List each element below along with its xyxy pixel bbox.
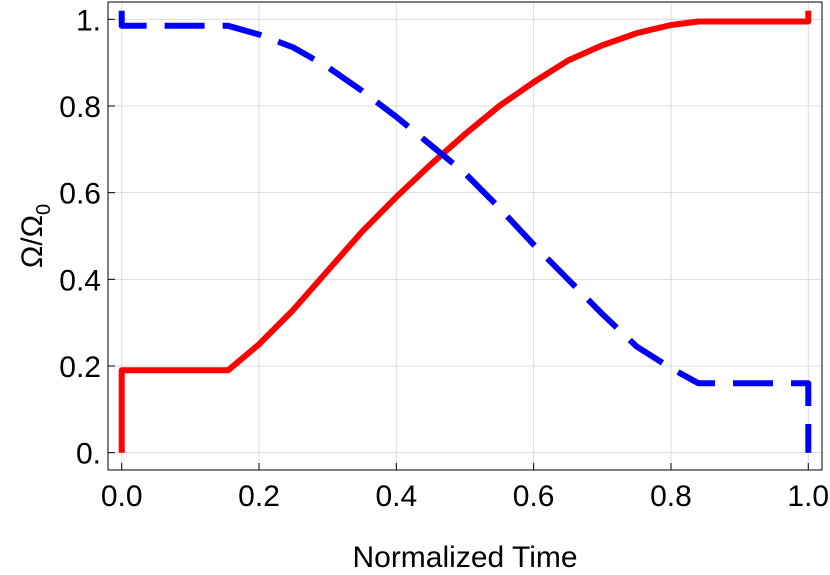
y-axis-title-subscript: 0 [33,204,55,215]
y-tick-label: 0.4 [59,264,101,297]
grid-lines [108,2,822,470]
x-tick-label: 1.0 [787,480,829,513]
series-layer [118,10,812,453]
dashed-series-line-2 [118,10,812,453]
y-axis-title-main: Ω/Ω [16,215,49,268]
plot-frame [107,1,823,471]
x-axis-title: Normalized Time [352,541,577,574]
y-tick-label: 0.6 [59,178,101,211]
y-tick-label: 1. [76,4,101,37]
y-axis-ticks: 0. 0.2 0.4 0.6 0.8 1. [59,4,115,471]
x-tick-label: 0.4 [375,480,417,513]
y-tick-label: 0.8 [59,91,101,124]
y-axis-title: Ω/Ω0 [16,204,55,268]
x-tick-label: 0.0 [101,480,143,513]
y-tick-label: 0. [76,438,101,471]
x-tick-label: 0.8 [650,480,692,513]
y-tick-label: 0.2 [59,351,101,384]
x-axis-ticks: 0.0 0.2 0.4 0.6 0.8 1.0 [101,463,829,513]
x-tick-label: 0.6 [513,480,555,513]
solid-series-line-1 [118,10,812,453]
x-tick-label: 0.2 [238,480,280,513]
